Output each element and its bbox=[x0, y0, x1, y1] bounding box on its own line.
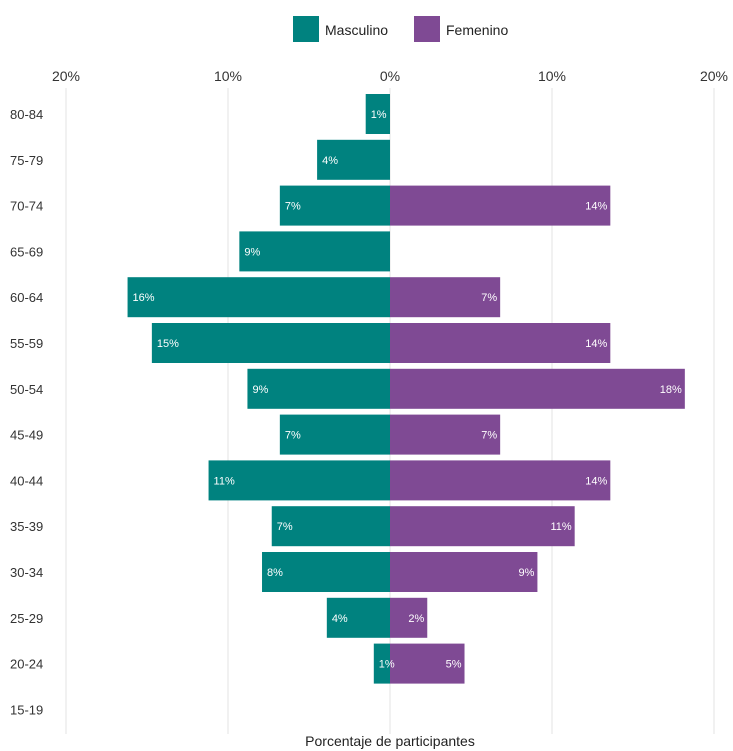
x-tick-label: 0% bbox=[380, 68, 400, 84]
category-label: 15-19 bbox=[10, 702, 43, 717]
bar-masculino bbox=[239, 231, 390, 272]
bar-value-label: 2% bbox=[408, 613, 424, 625]
bar-value-label: 9% bbox=[244, 246, 260, 258]
category-label: 40-44 bbox=[10, 473, 43, 488]
bar-femenino bbox=[390, 323, 611, 363]
legend-swatch-femenino bbox=[414, 16, 440, 42]
category-label: 45-49 bbox=[10, 428, 43, 443]
bar-masculino bbox=[151, 323, 390, 363]
bar-labels: 1% 4% 7% 9% 16% 15% 9% 7% 11% 7% 8% 4% 1% 14% 7% 14% 18%… bbox=[133, 109, 682, 671]
bar-femenino bbox=[390, 185, 611, 226]
bar-masculino bbox=[247, 368, 390, 409]
bar-value-label: 14% bbox=[585, 338, 607, 350]
bar-masculino bbox=[279, 185, 390, 226]
x-axis-tick-labels: 20% 10% 0% 10% 20% bbox=[52, 68, 728, 84]
bar-femenino bbox=[390, 368, 685, 409]
bar-masculino bbox=[127, 277, 390, 318]
category-label: 75-79 bbox=[10, 153, 43, 168]
bar-value-label: 4% bbox=[322, 155, 338, 167]
category-label: 30-34 bbox=[10, 565, 43, 580]
bar-value-label: 7% bbox=[285, 430, 301, 442]
bar-masculino bbox=[208, 460, 390, 501]
bar-value-label: 5% bbox=[446, 659, 462, 671]
category-label: 80-84 bbox=[10, 107, 43, 122]
category-label: 70-74 bbox=[10, 199, 43, 214]
bar-masculino bbox=[365, 94, 390, 134]
bar-masculino bbox=[279, 414, 390, 455]
bar-masculino bbox=[326, 597, 390, 638]
x-tick-label: 20% bbox=[700, 68, 728, 84]
bar-femenino bbox=[390, 460, 611, 501]
bar-femenino bbox=[390, 414, 501, 455]
bar-masculino bbox=[262, 552, 390, 592]
category-label: 55-59 bbox=[10, 336, 43, 351]
bar-value-label: 7% bbox=[481, 430, 497, 442]
x-tick-label: 10% bbox=[214, 68, 242, 84]
category-label: 60-64 bbox=[10, 290, 43, 305]
legend-label-femenino: Femenino bbox=[446, 22, 508, 38]
category-label: 20-24 bbox=[10, 657, 43, 672]
category-label: 50-54 bbox=[10, 382, 43, 397]
bar-value-label: 9% bbox=[519, 567, 535, 579]
category-label: 65-69 bbox=[10, 244, 43, 259]
bars bbox=[127, 94, 685, 684]
bar-value-label: 11% bbox=[550, 521, 571, 533]
bar-femenino bbox=[390, 277, 501, 318]
bar-femenino bbox=[390, 643, 465, 684]
legend-label-masculino: Masculino bbox=[325, 22, 388, 38]
x-tick-label: 20% bbox=[52, 68, 80, 84]
bar-value-label: 7% bbox=[481, 292, 497, 304]
bar-value-label: 11% bbox=[214, 475, 235, 487]
category-labels: 80-84 75-79 70-74 65-69 60-64 55-59 50-54 45-49… bbox=[10, 107, 43, 717]
bar-masculino bbox=[317, 139, 390, 180]
bar-value-label: 4% bbox=[332, 613, 348, 625]
bar-value-label: 15% bbox=[157, 338, 179, 350]
bar-masculino bbox=[373, 643, 390, 684]
legend: Masculino Femenino bbox=[293, 16, 508, 42]
bar-value-label: 16% bbox=[133, 292, 155, 304]
bar-value-label: 7% bbox=[285, 201, 301, 213]
category-label: 35-39 bbox=[10, 519, 43, 534]
bar-value-label: 14% bbox=[585, 201, 607, 213]
bar-masculino bbox=[271, 506, 390, 547]
bar-femenino bbox=[390, 552, 538, 592]
x-tick-label: 10% bbox=[538, 68, 566, 84]
bar-value-label: 9% bbox=[252, 384, 268, 396]
bar-value-label: 14% bbox=[585, 475, 607, 487]
x-axis-title: Porcentaje de participantes bbox=[305, 733, 475, 749]
category-label: 25-29 bbox=[10, 611, 43, 626]
legend-swatch-masculino bbox=[293, 16, 319, 42]
bar-femenino bbox=[390, 506, 575, 547]
bar-value-label: 18% bbox=[660, 384, 682, 396]
bar-value-label: 1% bbox=[379, 659, 395, 671]
bar-femenino bbox=[390, 597, 428, 638]
bar-value-label: 8% bbox=[267, 567, 283, 579]
bar-value-label: 1% bbox=[371, 109, 387, 121]
bar-value-label: 7% bbox=[277, 521, 293, 533]
